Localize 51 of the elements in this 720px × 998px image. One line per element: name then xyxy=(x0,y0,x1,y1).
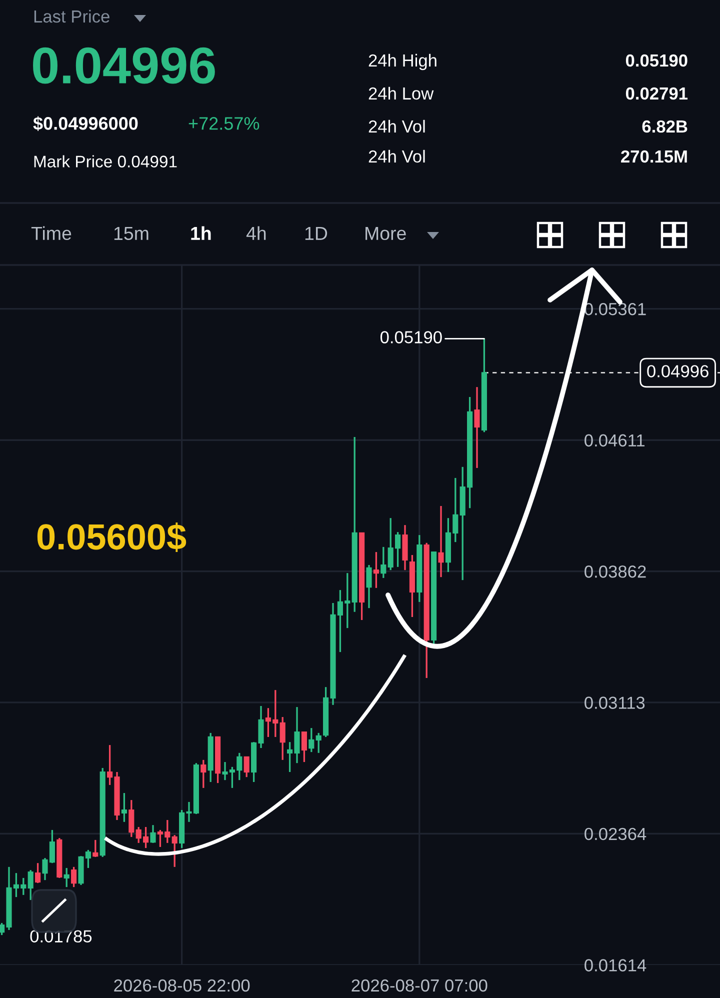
ref-line-label: 0.04996 xyxy=(647,365,708,378)
candlestick xyxy=(380,546,386,579)
candlestick xyxy=(128,799,134,838)
text: 4h xyxy=(246,226,266,240)
candlestick xyxy=(316,732,322,754)
text: 24h Low xyxy=(368,86,434,100)
text: 0.05190 xyxy=(626,54,688,67)
candlestick xyxy=(366,564,372,609)
candlestick xyxy=(121,792,127,823)
text: 0.04996 xyxy=(33,47,215,84)
text: 1h xyxy=(191,226,211,240)
text: $0.04996000 xyxy=(33,116,138,132)
candlestick xyxy=(64,867,70,888)
text: 6.82B xyxy=(642,120,688,133)
text: Mark Price 0.04991 xyxy=(34,155,177,168)
text: 0.02791 xyxy=(626,87,688,100)
x-tick-label: 2026-08-05 22:00 xyxy=(114,979,250,992)
annotation: 0.05190 xyxy=(380,331,442,344)
y-tick-label: 0.03113 xyxy=(584,696,645,709)
candlestick xyxy=(28,869,34,901)
y-tick-label: 0.04611 xyxy=(584,434,645,447)
candlestick xyxy=(200,759,206,789)
annotation: 0.05600$ xyxy=(37,522,186,552)
candlestick xyxy=(71,866,77,888)
text: Time xyxy=(31,226,72,240)
x-tick-label: 2026-08-07 07:00 xyxy=(352,979,488,992)
candlestick xyxy=(474,386,480,469)
text: 1D xyxy=(305,226,328,240)
candlestick xyxy=(373,551,379,589)
annotation: 0.01785 xyxy=(30,930,92,942)
candlestick xyxy=(280,716,286,761)
candlestick xyxy=(172,834,178,868)
candlestick xyxy=(308,727,314,753)
candlestick xyxy=(150,824,156,844)
candlestick xyxy=(244,756,250,778)
y-tick-label: 0.02364 xyxy=(584,828,646,840)
text: 24h Vol xyxy=(368,120,425,133)
candlestick xyxy=(35,862,41,884)
y-tick-label: 0.01614 xyxy=(584,959,646,972)
y-tick-label: 0.03862 xyxy=(584,565,646,578)
text: 24h Vol xyxy=(368,150,425,163)
candlestick xyxy=(438,505,444,578)
y-tick-label: 0.05361 xyxy=(584,302,646,316)
text: 270.15M xyxy=(621,150,687,163)
candlestick xyxy=(92,839,98,858)
text: Last Price xyxy=(34,10,110,23)
candlestick xyxy=(301,731,307,763)
text: More xyxy=(366,226,406,240)
text: 15m xyxy=(114,226,148,240)
text: +72.57% xyxy=(188,117,260,130)
text: 24h High xyxy=(368,54,436,70)
